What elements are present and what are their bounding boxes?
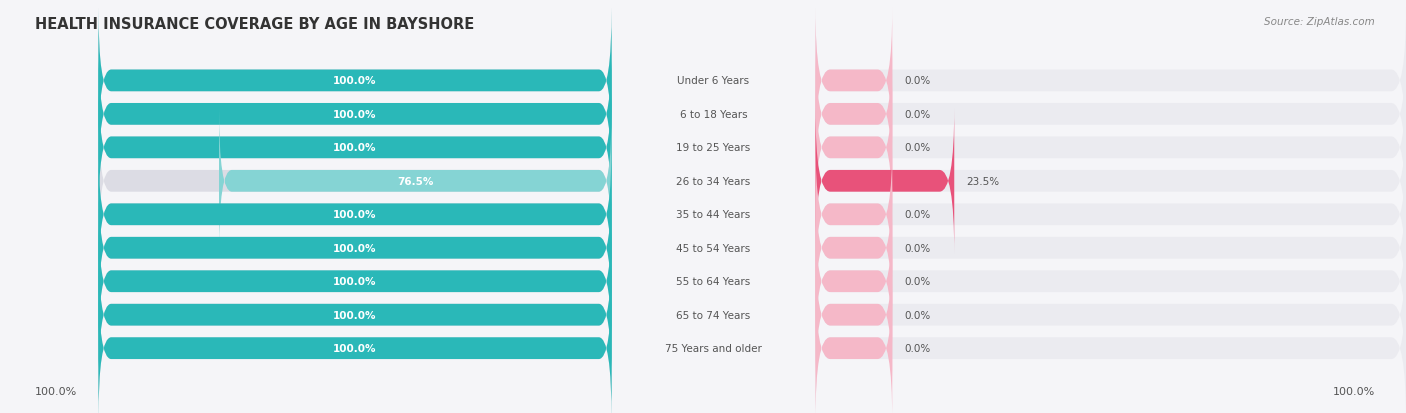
- FancyBboxPatch shape: [815, 42, 893, 187]
- FancyBboxPatch shape: [98, 242, 612, 387]
- Text: 65 to 74 Years: 65 to 74 Years: [676, 310, 751, 320]
- FancyBboxPatch shape: [815, 142, 1406, 287]
- Text: 100.0%: 100.0%: [333, 243, 377, 253]
- Text: 0.0%: 0.0%: [904, 310, 931, 320]
- Text: 100.0%: 100.0%: [333, 76, 377, 86]
- Text: 100.0%: 100.0%: [333, 310, 377, 320]
- FancyBboxPatch shape: [98, 242, 612, 387]
- FancyBboxPatch shape: [98, 276, 612, 413]
- Text: 100.0%: 100.0%: [333, 109, 377, 120]
- FancyBboxPatch shape: [815, 176, 893, 321]
- FancyBboxPatch shape: [98, 9, 612, 154]
- Text: 0.0%: 0.0%: [904, 143, 931, 153]
- FancyBboxPatch shape: [815, 242, 1406, 387]
- FancyBboxPatch shape: [815, 176, 1406, 321]
- Text: 0.0%: 0.0%: [904, 277, 931, 287]
- FancyBboxPatch shape: [815, 75, 893, 221]
- Text: 23.5%: 23.5%: [966, 176, 1000, 186]
- FancyBboxPatch shape: [815, 276, 893, 413]
- FancyBboxPatch shape: [98, 142, 612, 287]
- Text: 0.0%: 0.0%: [904, 109, 931, 120]
- FancyBboxPatch shape: [815, 242, 893, 387]
- FancyBboxPatch shape: [815, 9, 1406, 154]
- FancyBboxPatch shape: [98, 9, 612, 154]
- Text: 6 to 18 Years: 6 to 18 Years: [679, 109, 748, 120]
- FancyBboxPatch shape: [98, 142, 612, 287]
- Text: 26 to 34 Years: 26 to 34 Years: [676, 176, 751, 186]
- FancyBboxPatch shape: [815, 142, 893, 287]
- FancyBboxPatch shape: [98, 209, 612, 354]
- Text: 0.0%: 0.0%: [904, 76, 931, 86]
- FancyBboxPatch shape: [815, 276, 1406, 413]
- Text: 0.0%: 0.0%: [904, 210, 931, 220]
- FancyBboxPatch shape: [815, 109, 1406, 254]
- FancyBboxPatch shape: [98, 176, 612, 321]
- Text: 100.0%: 100.0%: [333, 343, 377, 353]
- FancyBboxPatch shape: [98, 209, 612, 354]
- FancyBboxPatch shape: [98, 42, 612, 187]
- Text: HEALTH INSURANCE COVERAGE BY AGE IN BAYSHORE: HEALTH INSURANCE COVERAGE BY AGE IN BAYS…: [35, 17, 474, 31]
- FancyBboxPatch shape: [98, 109, 612, 254]
- FancyBboxPatch shape: [98, 176, 612, 321]
- FancyBboxPatch shape: [815, 9, 893, 154]
- FancyBboxPatch shape: [815, 109, 955, 254]
- Text: 35 to 44 Years: 35 to 44 Years: [676, 210, 751, 220]
- Text: 100.0%: 100.0%: [1333, 387, 1375, 396]
- Text: 100.0%: 100.0%: [35, 387, 77, 396]
- FancyBboxPatch shape: [815, 209, 1406, 354]
- Text: 0.0%: 0.0%: [904, 243, 931, 253]
- Text: 100.0%: 100.0%: [333, 143, 377, 153]
- Text: 19 to 25 Years: 19 to 25 Years: [676, 143, 751, 153]
- Text: 0.0%: 0.0%: [904, 343, 931, 353]
- FancyBboxPatch shape: [815, 75, 1406, 221]
- Text: Source: ZipAtlas.com: Source: ZipAtlas.com: [1264, 17, 1375, 26]
- Text: 100.0%: 100.0%: [333, 210, 377, 220]
- FancyBboxPatch shape: [98, 75, 612, 221]
- FancyBboxPatch shape: [219, 109, 612, 254]
- Text: 100.0%: 100.0%: [333, 277, 377, 287]
- Text: 75 Years and older: 75 Years and older: [665, 343, 762, 353]
- FancyBboxPatch shape: [815, 209, 893, 354]
- FancyBboxPatch shape: [815, 42, 1406, 187]
- FancyBboxPatch shape: [98, 276, 612, 413]
- Text: 45 to 54 Years: 45 to 54 Years: [676, 243, 751, 253]
- FancyBboxPatch shape: [98, 42, 612, 187]
- Text: 55 to 64 Years: 55 to 64 Years: [676, 277, 751, 287]
- Text: Under 6 Years: Under 6 Years: [678, 76, 749, 86]
- Text: 76.5%: 76.5%: [396, 176, 433, 186]
- FancyBboxPatch shape: [98, 75, 612, 221]
